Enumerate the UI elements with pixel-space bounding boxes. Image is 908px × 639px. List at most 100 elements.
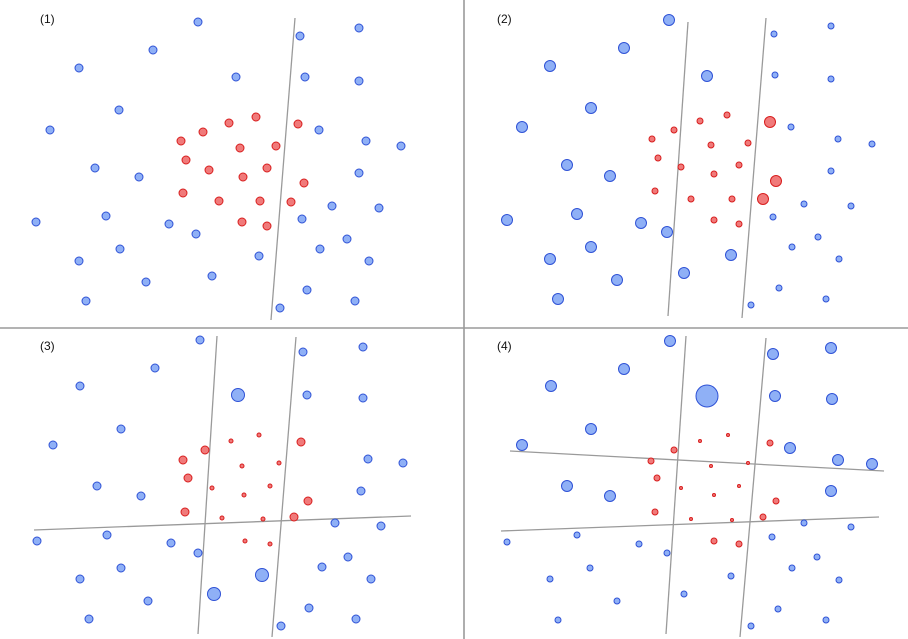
blue-point [868, 140, 876, 148]
blue-point [136, 491, 146, 501]
blue-point [116, 563, 126, 573]
blue-point [604, 490, 616, 502]
blue-point [573, 531, 581, 539]
blue-point [164, 219, 174, 229]
blue-point [769, 213, 777, 221]
red-point [293, 119, 303, 129]
blue-point [827, 22, 835, 30]
blue-point [302, 390, 312, 400]
red-point [267, 541, 273, 547]
blue-point [825, 485, 837, 497]
blue-point [552, 293, 564, 305]
panel-label-4: (4) [497, 339, 512, 353]
red-point [255, 196, 265, 206]
blue-point [561, 480, 573, 492]
blue-point [501, 214, 513, 226]
blue-point [101, 211, 111, 221]
blue-point [866, 458, 878, 470]
blue-point [618, 363, 630, 375]
red-point [654, 154, 662, 162]
blue-point [358, 342, 368, 352]
blue-point [585, 102, 597, 114]
blue-point [74, 256, 84, 266]
blue-point [585, 241, 597, 253]
red-point [299, 178, 309, 188]
blue-point [32, 536, 42, 546]
red-point [241, 492, 247, 498]
separator-line [271, 336, 297, 638]
blue-point [561, 159, 573, 171]
blue-point [613, 597, 621, 605]
blue-point [827, 167, 835, 175]
blue-point [788, 564, 796, 572]
blue-point [84, 614, 94, 624]
separator-line [667, 21, 689, 317]
separator-line [33, 515, 412, 531]
red-point [687, 195, 695, 203]
red-point [262, 163, 272, 173]
red-point [735, 540, 743, 548]
red-point [766, 439, 774, 447]
blue-point [363, 454, 373, 464]
red-point [698, 439, 702, 443]
blue-point [695, 384, 719, 408]
blue-point [276, 621, 286, 631]
blue-point [725, 249, 737, 261]
blue-point [784, 442, 796, 454]
blue-point [770, 30, 778, 38]
red-point [670, 446, 678, 454]
blue-point [315, 244, 325, 254]
red-point [764, 116, 776, 128]
red-point [709, 464, 713, 468]
blue-point [317, 562, 327, 572]
blue-point [343, 552, 353, 562]
blue-point [814, 233, 822, 241]
red-point [276, 460, 282, 466]
red-point [710, 537, 718, 545]
red-point [735, 220, 743, 228]
blue-point [366, 574, 376, 584]
red-point [271, 141, 281, 151]
separator-line [665, 335, 687, 635]
red-point [670, 126, 678, 134]
blue-point [254, 251, 264, 261]
blue-point [554, 616, 562, 624]
red-point [251, 112, 261, 122]
red-point [647, 457, 655, 465]
red-point [757, 193, 769, 205]
red-point [256, 432, 262, 438]
blue-point [835, 255, 843, 263]
blue-point [31, 217, 41, 227]
blue-point [74, 63, 84, 73]
red-point [303, 496, 313, 506]
separator-line [509, 450, 885, 472]
blue-point [544, 60, 556, 72]
blue-point [150, 363, 160, 373]
blue-point [350, 296, 360, 306]
red-point [648, 135, 656, 143]
blue-point [822, 616, 830, 624]
blue-point [102, 530, 112, 540]
red-point [677, 163, 685, 171]
separator-line [500, 516, 880, 532]
blue-point [143, 596, 153, 606]
blue-point [207, 587, 221, 601]
blue-point [545, 380, 557, 392]
blue-point [275, 303, 285, 313]
blue-point [769, 390, 781, 402]
separator-line [741, 17, 767, 319]
blue-point [727, 572, 735, 580]
red-point [710, 216, 718, 224]
blue-point [195, 335, 205, 345]
blue-point [635, 217, 647, 229]
red-point [214, 196, 224, 206]
blue-point [516, 439, 528, 451]
red-point [746, 461, 750, 465]
blue-point [354, 168, 364, 178]
red-point [200, 445, 210, 455]
red-point [176, 136, 186, 146]
blue-point [775, 284, 783, 292]
blue-point [207, 271, 217, 281]
blue-point [45, 125, 55, 135]
